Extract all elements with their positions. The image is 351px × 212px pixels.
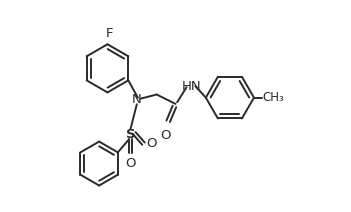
Text: HN: HN [181,80,201,93]
Text: N: N [132,93,142,106]
Text: O: O [125,157,136,170]
Text: F: F [106,27,113,40]
Text: O: O [160,129,170,142]
Text: O: O [146,137,157,150]
Text: S: S [126,128,135,141]
Text: CH₃: CH₃ [263,91,285,104]
